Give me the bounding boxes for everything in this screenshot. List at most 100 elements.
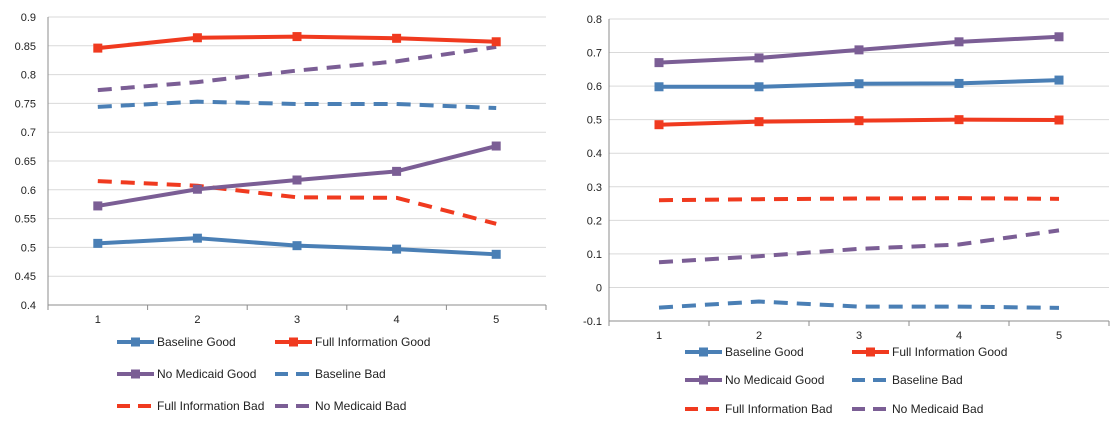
x-axis-ticks: 1 2 3 4 5: [95, 314, 500, 326]
y-tick-label: 0.4: [587, 148, 602, 160]
x-tick-label: 1: [656, 330, 662, 342]
x-tick-label: 4: [394, 314, 400, 326]
y-tick-label: 0.5: [21, 242, 36, 254]
data-point: [292, 32, 302, 42]
legend-label: Full Information Bad: [157, 399, 264, 413]
data-point: [491, 141, 501, 151]
legend-label: Baseline Good: [725, 345, 804, 359]
y-tick-label: 0.6: [587, 81, 602, 93]
series-group: [654, 32, 1064, 310]
legend-label: Full Information Good: [892, 345, 1007, 359]
series-baseline-bad: [97, 99, 497, 111]
legend-marker: [131, 337, 140, 347]
data-point: [93, 43, 103, 53]
legend-label: No Medicaid Good: [725, 373, 824, 387]
y-axis-ticks: 0.4 0.45 0.5 0.55 0.6 0.65 0.7 0.75 0.8 0.85 0.9: [15, 12, 36, 312]
legend-item: Baseline Good: [685, 345, 804, 359]
chart-2: -0.1 0 0.1 0.2 0.3 0.4 0.5 0.6 0.7 0.8 1 2 3 4 5 Baseli…: [583, 14, 1110, 416]
x-tick-label: 5: [493, 314, 499, 326]
gridlines: [609, 18, 1109, 322]
series-baseline-good: [93, 233, 501, 259]
data-point: [1054, 115, 1064, 125]
legend-label: Baseline Bad: [892, 373, 963, 387]
y-tick-label: 0.8: [21, 70, 36, 82]
data-point: [854, 116, 864, 126]
y-tick-label: 0.7: [587, 48, 602, 60]
data-point: [754, 53, 764, 63]
data-point: [854, 45, 864, 55]
data-point: [854, 79, 864, 89]
series-line: [97, 179, 497, 226]
y-tick-label: 0.45: [15, 271, 36, 283]
x-tick-label: 2: [194, 314, 200, 326]
data-point: [192, 33, 202, 43]
series-no-medicaid-good: [654, 32, 1064, 68]
series-no-medicaid-bad: [658, 228, 1060, 265]
y-tick-label: 0.8: [587, 14, 602, 26]
y-tick-label: -0.1: [583, 316, 602, 328]
data-point: [392, 244, 402, 254]
series-no-medicaid-good: [93, 141, 501, 211]
legend-label: Full Information Good: [315, 335, 430, 349]
series-line: [658, 299, 1060, 310]
legend-marker: [289, 337, 298, 347]
series-full-information-bad: [658, 196, 1060, 203]
series-full-information-good: [654, 115, 1064, 130]
data-point: [93, 201, 103, 211]
legend-item: Full Information Bad: [117, 399, 264, 413]
x-tick-label: 1: [95, 314, 101, 326]
y-tick-label: 0.65: [15, 156, 36, 168]
legend-item: No Medicaid Bad: [275, 399, 406, 413]
legend: Baseline Good Full Information Good No Med…: [685, 345, 1007, 416]
data-point: [192, 184, 202, 194]
series-line: [658, 196, 1060, 203]
x-tick-label: 2: [756, 330, 762, 342]
data-point: [1054, 32, 1064, 42]
y-axis-ticks: -0.1 0 0.1 0.2 0.3 0.4 0.5 0.6 0.7 0.8: [583, 14, 602, 328]
y-tick-label: 0.6: [21, 185, 36, 197]
data-point: [192, 233, 202, 243]
y-tick-label: 0.55: [15, 214, 36, 226]
legend-marker: [699, 347, 708, 357]
y-tick-label: 0.2: [587, 215, 602, 227]
gridlines: [48, 16, 546, 306]
series-full-information-bad: [97, 179, 497, 226]
x-tick-label: 4: [956, 330, 962, 342]
legend-item: Baseline Bad: [852, 373, 963, 387]
series-group: [93, 32, 501, 259]
data-point: [491, 249, 501, 259]
y-tick-label: 0.7: [21, 127, 36, 139]
data-point: [754, 82, 764, 92]
legend-item: Baseline Good: [117, 335, 236, 349]
legend-item: Full Information Bad: [685, 402, 832, 416]
series-line: [97, 99, 497, 111]
series-baseline-good: [654, 75, 1064, 92]
x-tick-label: 3: [294, 314, 300, 326]
x-tick-label: 5: [1056, 330, 1062, 342]
series-line: [658, 228, 1060, 265]
x-tick-label: 3: [856, 330, 862, 342]
y-tick-label: 0.5: [587, 115, 602, 127]
data-point: [1054, 75, 1064, 85]
legend-label: Baseline Good: [157, 335, 236, 349]
y-tick-label: 0.85: [15, 41, 36, 53]
y-tick-label: 0.4: [21, 300, 36, 312]
series-no-medicaid-bad: [97, 44, 497, 93]
data-point: [954, 78, 964, 88]
legend-item: Baseline Bad: [275, 367, 386, 381]
y-tick-label: 0.75: [15, 98, 36, 110]
data-point: [954, 115, 964, 125]
legend: Baseline Good Full Information Good No Med…: [117, 335, 430, 413]
data-point: [392, 33, 402, 43]
data-point: [292, 241, 302, 251]
y-tick-label: 0.9: [21, 12, 36, 24]
data-point: [654, 58, 664, 68]
legend-marker: [131, 369, 140, 379]
legend-item: No Medicaid Good: [685, 373, 824, 387]
data-point: [654, 120, 664, 130]
legend-item: No Medicaid Good: [117, 367, 256, 381]
data-point: [954, 37, 964, 47]
legend-label: Full Information Bad: [725, 402, 832, 416]
